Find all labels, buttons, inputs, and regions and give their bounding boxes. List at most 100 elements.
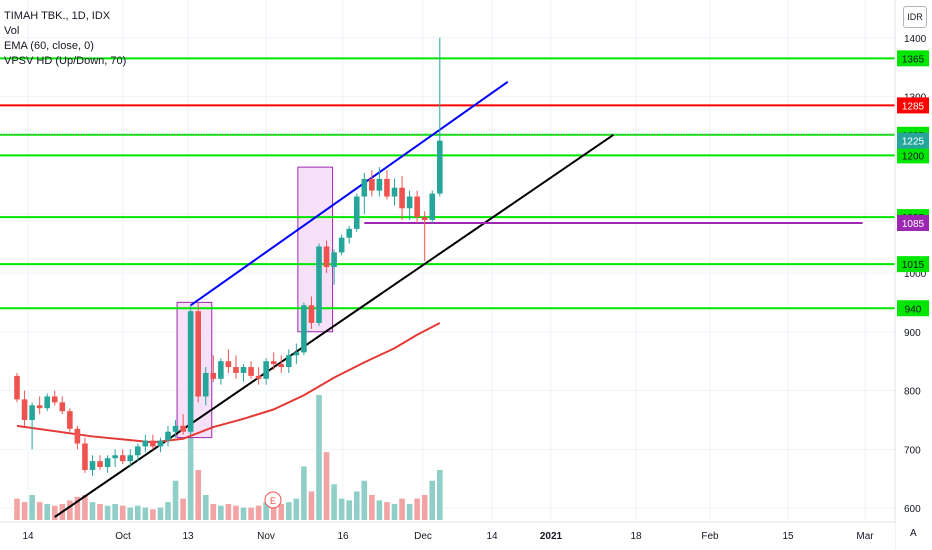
candle-body (135, 446, 141, 456)
candle-body (187, 311, 194, 432)
candle-body (384, 178, 390, 197)
volume-bar (338, 498, 345, 520)
candle (44, 393, 50, 412)
candle (172, 419, 179, 438)
chart-legend: TIMAH TBK., 1D, IDX Vol EMA (60, close, … (4, 9, 126, 69)
candle-body (14, 375, 20, 400)
candle (323, 240, 330, 273)
volume-bar (29, 495, 35, 520)
time-tick-label: Dec (414, 531, 432, 542)
candle (67, 408, 73, 432)
candle (255, 367, 262, 385)
volume-bar (97, 503, 103, 520)
volume-bar (406, 503, 413, 520)
candle (233, 355, 239, 379)
candle (142, 434, 149, 453)
candle-body (301, 305, 307, 353)
legend-vpsv: VPSV HD (Up/Down, 70) (4, 55, 127, 67)
time-tick-label: Feb (701, 531, 719, 542)
volume-bar (421, 495, 428, 520)
candle-body (233, 367, 239, 373)
price-tag-1365 (897, 50, 929, 67)
earnings-label: E (270, 496, 276, 506)
candle (21, 390, 28, 426)
candle-body (218, 361, 224, 379)
candle (429, 190, 436, 223)
time-tick-label: 15 (782, 531, 794, 542)
candle (119, 449, 126, 465)
candle (301, 302, 307, 356)
time-tick-label: Mar (856, 531, 874, 542)
volume-bar (323, 452, 330, 520)
candle-body (391, 187, 398, 197)
candle (150, 434, 156, 450)
volume-bar (331, 484, 337, 520)
candle (308, 296, 315, 329)
volume-bar (248, 507, 254, 520)
candle-body (331, 252, 337, 268)
candle-body (210, 372, 217, 379)
candle-body (157, 440, 164, 447)
price-axis-bg (895, 0, 932, 550)
candle-body (406, 196, 413, 209)
candle-body (293, 352, 300, 356)
volume-bar (301, 466, 307, 520)
candle-body (67, 411, 73, 429)
time-axis-bg (0, 522, 895, 550)
volume-bar (293, 498, 300, 520)
grid (0, 0, 895, 522)
volume-bar (187, 421, 194, 520)
candle-body (421, 217, 428, 221)
candle-body (399, 187, 405, 209)
candle (97, 455, 103, 470)
volume-bar (437, 470, 443, 520)
volume-bar (82, 495, 88, 520)
candle-body (346, 228, 352, 238)
volume-bar (384, 502, 390, 520)
candle (263, 358, 269, 385)
candles (14, 37, 443, 476)
volume-bar (104, 505, 111, 520)
candle-body (51, 396, 58, 403)
volume-bar (195, 470, 201, 520)
candle (59, 396, 66, 415)
candle-body (127, 455, 134, 462)
candle-body (172, 425, 179, 432)
legend-title: TIMAH TBK., 1D, IDX (4, 10, 111, 22)
volume-bar (233, 505, 239, 520)
price-tag-1015 (897, 256, 929, 273)
volume-bar (391, 503, 398, 520)
candle (353, 193, 360, 232)
price-tag-1085 (897, 214, 929, 231)
price-tick-label: 800 (904, 387, 921, 398)
candle-body (429, 193, 436, 221)
candle (270, 352, 277, 370)
volume-bar (127, 507, 134, 520)
blue-trendline (190, 81, 509, 307)
candle-body (270, 361, 277, 365)
candle (240, 364, 247, 382)
candle-body (323, 246, 330, 268)
time-tick-label: 13 (182, 531, 194, 542)
volume-bar (165, 502, 171, 520)
candle-body (195, 311, 201, 397)
candle (414, 190, 420, 223)
candle-body (225, 361, 232, 368)
candle (286, 349, 292, 373)
price-tag-label: 1365 (902, 54, 925, 65)
auto-scale-button[interactable]: A (910, 528, 917, 539)
candle (187, 305, 194, 435)
candle-body (97, 461, 103, 468)
volume-bar (369, 495, 375, 520)
time-tick-label: 16 (337, 531, 349, 542)
volume-bar (270, 503, 277, 520)
candle-body (74, 428, 81, 444)
candle-body (240, 367, 247, 373)
price-tick-label: 600 (904, 504, 921, 515)
candle (361, 173, 368, 215)
volume-bar (225, 503, 232, 520)
candle-body (361, 178, 368, 197)
currency-button[interactable]: IDR (903, 6, 927, 28)
candle (210, 355, 217, 382)
